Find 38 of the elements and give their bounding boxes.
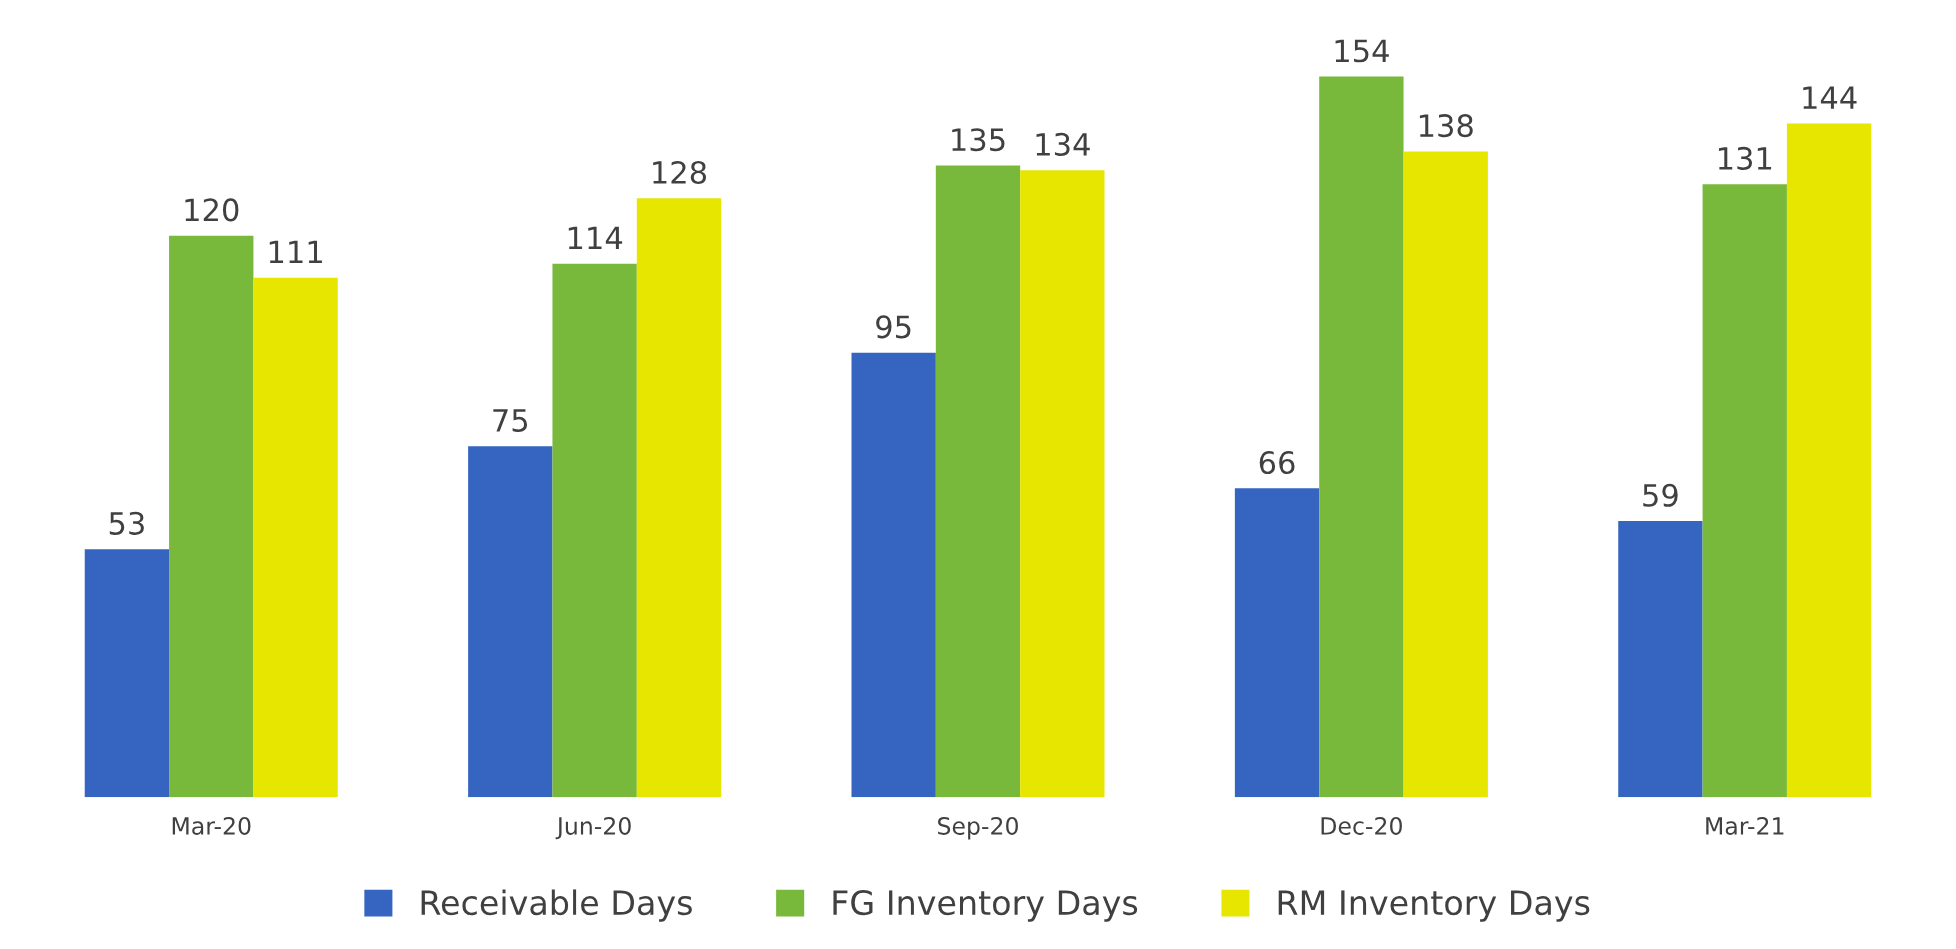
x-tick-label: Mar-21 xyxy=(1706,817,1784,835)
legend-label: FG Inventory Days xyxy=(833,890,1138,922)
bar xyxy=(935,165,1021,798)
bar xyxy=(1618,521,1703,798)
x-tick-label: Jun-20 xyxy=(555,817,631,840)
bar xyxy=(84,549,170,798)
data-label: 138 xyxy=(1419,114,1473,138)
x-tick-label: Sep-20 xyxy=(938,817,1018,840)
bar xyxy=(1319,76,1404,798)
data-label: 128 xyxy=(653,160,707,185)
bar xyxy=(552,263,637,798)
bar xyxy=(1702,184,1787,798)
data-label: 135 xyxy=(952,128,1005,152)
bar xyxy=(1234,488,1320,798)
data-label: 95 xyxy=(876,315,911,339)
data-label: 154 xyxy=(1335,39,1389,63)
bar xyxy=(1786,123,1872,798)
bar xyxy=(851,352,936,798)
data-label: 134 xyxy=(1036,132,1090,156)
data-label: 114 xyxy=(568,226,623,250)
legend-label: Receivable Days xyxy=(421,889,692,922)
bar xyxy=(468,446,553,798)
data-label: 144 xyxy=(1803,86,1857,109)
data-label: 131 xyxy=(1718,146,1772,170)
data-label: 111 xyxy=(269,240,322,264)
bar xyxy=(636,198,722,798)
data-label: 75 xyxy=(493,409,528,432)
data-label: 59 xyxy=(1643,483,1678,507)
legend-label: RM Inventory Days xyxy=(1278,890,1590,922)
bar xyxy=(1403,151,1488,798)
bar xyxy=(253,277,338,798)
bar xyxy=(1020,170,1105,798)
data-label: 53 xyxy=(109,511,144,535)
data-label: 120 xyxy=(185,198,239,222)
x-tick-label: Dec-20 xyxy=(1321,817,1402,835)
bar xyxy=(169,235,254,798)
data-label: 66 xyxy=(1259,450,1295,475)
x-tick-label: Mar-20 xyxy=(172,817,251,835)
